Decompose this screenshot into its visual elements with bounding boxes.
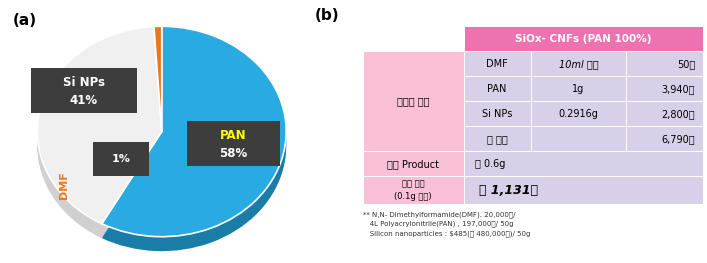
FancyBboxPatch shape	[464, 151, 703, 176]
Text: PAN: PAN	[487, 84, 507, 94]
FancyBboxPatch shape	[363, 176, 464, 204]
FancyBboxPatch shape	[187, 121, 280, 166]
FancyBboxPatch shape	[626, 51, 703, 76]
FancyBboxPatch shape	[464, 51, 531, 76]
Wedge shape	[154, 41, 162, 146]
FancyBboxPatch shape	[531, 51, 626, 76]
Text: 약 1,131원: 약 1,131원	[479, 184, 539, 196]
Wedge shape	[37, 39, 162, 236]
FancyBboxPatch shape	[464, 176, 703, 204]
Wedge shape	[102, 31, 286, 241]
FancyBboxPatch shape	[626, 76, 703, 101]
Wedge shape	[154, 37, 162, 142]
Text: 10ml 기준: 10ml 기준	[559, 59, 598, 69]
FancyBboxPatch shape	[93, 142, 149, 176]
FancyBboxPatch shape	[531, 126, 626, 151]
FancyBboxPatch shape	[464, 26, 703, 51]
Wedge shape	[37, 41, 162, 238]
Wedge shape	[102, 37, 286, 247]
Text: 2,800원: 2,800원	[662, 109, 695, 119]
Wedge shape	[102, 28, 286, 239]
Text: 약 0.6g: 약 0.6g	[475, 159, 506, 169]
Wedge shape	[37, 31, 162, 228]
Wedge shape	[154, 34, 162, 140]
FancyBboxPatch shape	[531, 101, 626, 126]
Text: 0.2916g: 0.2916g	[559, 109, 598, 119]
Wedge shape	[154, 26, 162, 132]
FancyBboxPatch shape	[363, 51, 464, 151]
FancyBboxPatch shape	[464, 101, 531, 126]
Wedge shape	[154, 39, 162, 144]
Text: 중 합계: 중 합계	[487, 134, 508, 144]
Wedge shape	[154, 26, 162, 132]
Wedge shape	[37, 27, 162, 224]
Text: 시약별 가격: 시약별 가격	[397, 96, 429, 106]
FancyBboxPatch shape	[363, 151, 464, 176]
Text: 3,940원: 3,940원	[662, 84, 695, 94]
Wedge shape	[102, 33, 286, 243]
Text: 1%: 1%	[112, 154, 131, 164]
Wedge shape	[37, 29, 162, 226]
Wedge shape	[102, 26, 286, 237]
Wedge shape	[102, 34, 286, 245]
Text: Si NPs: Si NPs	[482, 109, 513, 119]
Text: DMF: DMF	[486, 59, 508, 69]
Wedge shape	[102, 39, 286, 249]
Wedge shape	[154, 33, 162, 138]
Wedge shape	[37, 27, 162, 224]
FancyBboxPatch shape	[464, 76, 531, 101]
FancyBboxPatch shape	[531, 76, 626, 101]
Wedge shape	[37, 35, 162, 232]
Wedge shape	[154, 31, 162, 136]
Text: ** N,N- Dimethylformamide(DMF). 20,000원/
   4L Polyacrylonitrile(PAN) , 197,000원: ** N,N- Dimethylformamide(DMF). 20,000원/…	[363, 212, 530, 236]
Wedge shape	[37, 37, 162, 234]
Wedge shape	[37, 33, 162, 230]
Text: 1g: 1g	[572, 84, 585, 94]
FancyBboxPatch shape	[31, 68, 137, 113]
Text: SiOx- CNFs (PAN 100%): SiOx- CNFs (PAN 100%)	[515, 34, 652, 44]
Wedge shape	[102, 26, 286, 237]
Text: Si NPs: Si NPs	[63, 76, 105, 89]
Wedge shape	[154, 28, 162, 134]
Text: (a): (a)	[13, 13, 37, 28]
FancyBboxPatch shape	[626, 101, 703, 126]
Text: 최종 Product: 최종 Product	[387, 159, 439, 169]
Text: 6,790원: 6,790원	[662, 134, 695, 144]
Wedge shape	[102, 41, 286, 251]
FancyBboxPatch shape	[626, 126, 703, 151]
Text: 50원: 50원	[677, 59, 695, 69]
FancyBboxPatch shape	[464, 126, 531, 151]
Text: 58%: 58%	[219, 147, 247, 160]
Text: PAN: PAN	[220, 129, 247, 142]
Text: DMF: DMF	[59, 171, 69, 199]
Text: 41%: 41%	[70, 94, 98, 107]
Text: (b): (b)	[315, 8, 339, 23]
Text: 최종 가격
(0.1g 기준): 최종 가격 (0.1g 기준)	[395, 179, 432, 201]
